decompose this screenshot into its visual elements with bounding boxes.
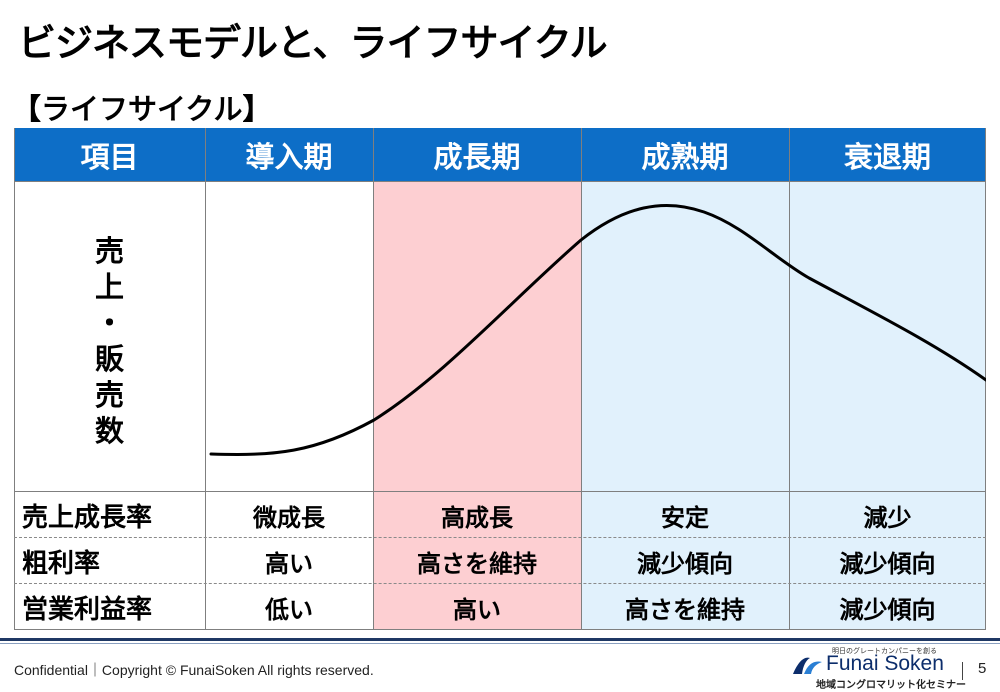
row-label-sales-growth: 売上成長率 [22,502,153,533]
section-subtitle: 【ライフサイクル】 [12,92,272,126]
cell-growth-operating-margin: 高い [453,595,501,624]
cell-maturity-operating-margin: 高さを維持 [625,595,745,624]
sales-volume-char: 数 [94,414,124,448]
logo-tagline: 明日のグレートカンパニーを創る [832,647,937,655]
footer-rule [0,638,1000,641]
cell-decline-operating-margin: 減少傾向 [839,595,936,624]
cell-maturity-sales-growth: 安定 [661,503,709,532]
wave-logo-icon [793,657,822,674]
maturity-column-bg [581,181,789,630]
grid-line [14,491,986,492]
header-maturity: 成熟期 [581,128,789,181]
grid-line [789,128,790,630]
growth-column-bg [373,181,581,630]
logo-subtitle: 地域コングロマリット化セミナー [816,680,966,691]
decline-column-bg [789,181,986,630]
cell-decline-sales-growth: 減少 [863,503,912,532]
header-introduction: 導入期 [205,128,373,181]
row-label-operating-margin: 営業利益率 [22,594,153,625]
grid-line [14,181,986,182]
grid-line [14,128,15,630]
grid-line [14,537,986,538]
grid-line [14,629,986,630]
cell-growth-gross-margin: 高さを維持 [417,549,537,578]
grid-line [373,128,374,630]
grid-line [14,583,986,584]
lifecycle-table: 項目 導入期 成長期 成熟期 衰退期 売 上 ・ 販 売 数 売上成長率 微成長… [14,128,986,630]
sales-volume-char: 販 [94,342,124,376]
sales-volume-char: 売 [94,378,124,412]
sales-volume-label: 売 上 ・ 販 売 数 [14,233,205,449]
sales-volume-char: 上 [94,270,124,304]
slide-title: ビジネスモデルと、ライフサイクル [18,21,608,65]
header-decline: 衰退期 [789,128,986,181]
page-number: 5 [978,660,987,677]
logo-name: Funai Soken [826,652,944,675]
sales-volume-char: ・ [94,306,124,340]
sales-volume-char: 売 [94,234,124,268]
row-label-gross-margin: 粗利率 [22,548,101,579]
footer-rule-thin [0,643,1000,644]
cell-growth-sales-growth: 高成長 [441,503,513,532]
cell-introduction-operating-margin: 低い [265,595,313,624]
grid-line [581,128,582,630]
cell-decline-gross-margin: 減少傾向 [839,549,936,578]
lifecycle-curve [209,203,986,456]
cell-introduction-sales-growth: 微成長 [253,503,325,532]
copyright-text: Confidential｜Copyright © FunaiSoken All … [14,662,374,678]
funai-soken-logo: 明日のグレートカンパニーを創る Funai Soken 地域コングロマリット化セ… [792,646,966,691]
header-item: 項目 [14,128,205,181]
grid-line [205,128,206,630]
page-separator [962,662,963,680]
header-growth: 成長期 [373,128,581,181]
cell-introduction-gross-margin: 高い [265,549,313,578]
cell-maturity-gross-margin: 減少傾向 [637,549,733,578]
